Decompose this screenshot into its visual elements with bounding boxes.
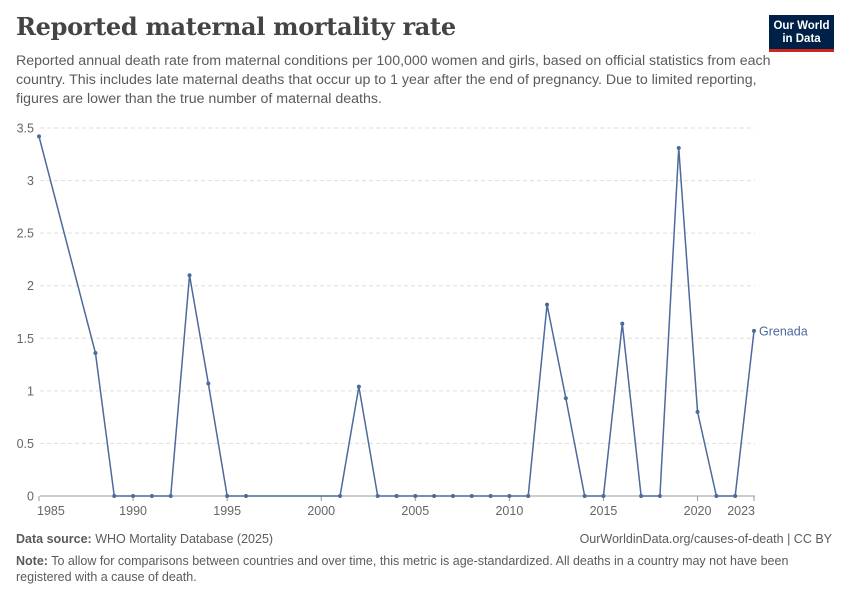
data-point[interactable] [695, 409, 700, 414]
logo-line-1: Our World [773, 20, 830, 32]
note-label: Note: [16, 554, 48, 568]
chart-subtitle: Reported annual death rate from maternal… [16, 53, 771, 107]
x-tick-label: 2010 [495, 504, 523, 518]
chart-note: Note: To allow for comparisons between c… [16, 553, 816, 585]
series-line-grenada[interactable] [38, 136, 755, 497]
logo-line-2: in Data [782, 32, 821, 45]
series-label-grenada[interactable]: Grenada [759, 324, 808, 338]
data-point[interactable] [413, 494, 418, 498]
data-point[interactable] [488, 494, 493, 498]
data-point[interactable] [206, 381, 211, 386]
data-point[interactable] [93, 351, 98, 356]
data-point[interactable] [37, 134, 41, 139]
series-lines [38, 136, 755, 497]
data-point[interactable] [507, 494, 512, 498]
x-tick-label: 1985 [37, 504, 65, 518]
data-point[interactable] [601, 494, 606, 498]
x-tick-label: 2000 [307, 504, 335, 518]
y-tick-label: 3 [27, 174, 34, 188]
data-point[interactable] [526, 494, 531, 498]
chart-title: Reported maternal mortality rate [16, 12, 456, 41]
owid-logo[interactable]: Our World in Data [769, 15, 834, 52]
data-point[interactable] [545, 302, 550, 307]
data-point[interactable] [639, 494, 644, 498]
data-point[interactable] [168, 494, 173, 498]
x-tick-label: 2005 [401, 504, 429, 518]
data-point[interactable] [450, 494, 455, 498]
data-point[interactable] [582, 494, 587, 498]
data-point[interactable] [225, 494, 230, 498]
data-point[interactable] [149, 494, 154, 498]
data-point[interactable] [469, 494, 474, 498]
x-tick-label: 2020 [684, 504, 712, 518]
y-tick-label: 1 [27, 384, 34, 398]
series-labels: Grenada [759, 324, 808, 338]
x-tick-label: 1995 [213, 504, 241, 518]
x-axis-ticks: 1985 1990 1995 2000 2005 2010 2015 2020 2023 [37, 496, 755, 518]
data-point[interactable] [356, 384, 361, 389]
data-point[interactable] [394, 494, 399, 498]
y-tick-label: 0 [27, 490, 34, 504]
data-point[interactable] [563, 396, 568, 401]
grid-lines [40, 127, 755, 497]
x-tick-label: 2015 [590, 504, 618, 518]
data-point[interactable] [338, 494, 343, 498]
data-point[interactable] [733, 494, 738, 498]
data-points [37, 134, 756, 498]
y-tick-label: 1.5 [17, 332, 34, 346]
source-url[interactable]: OurWorldinData.org/causes-of-death | CC … [579, 532, 832, 546]
data-source: Data source: WHO Mortality Database (202… [16, 532, 273, 546]
note-text: To allow for comparisons between countri… [16, 554, 789, 584]
data-point[interactable] [714, 494, 719, 498]
y-axis-ticks: 0 0.5 1 1.5 2 2.5 3 3.5 [17, 122, 34, 504]
data-point[interactable] [657, 494, 662, 498]
data-point[interactable] [620, 321, 625, 326]
x-tick-label: 2023 [727, 504, 755, 518]
data-point[interactable] [112, 494, 117, 498]
data-source-label: Data source: [16, 532, 92, 546]
data-point[interactable] [243, 494, 248, 498]
data-point[interactable] [752, 328, 756, 333]
y-tick-label: 2.5 [17, 227, 34, 241]
data-point[interactable] [432, 494, 437, 498]
data-source-text[interactable]: WHO Mortality Database (2025) [95, 532, 274, 546]
y-tick-label: 2 [27, 279, 34, 293]
data-point[interactable] [187, 273, 192, 278]
data-point[interactable] [375, 494, 380, 498]
y-tick-label: 0.5 [17, 437, 34, 451]
x-tick-label: 1990 [119, 504, 147, 518]
y-tick-label: 3.5 [17, 122, 34, 136]
data-point[interactable] [676, 145, 681, 150]
data-point[interactable] [131, 494, 136, 498]
